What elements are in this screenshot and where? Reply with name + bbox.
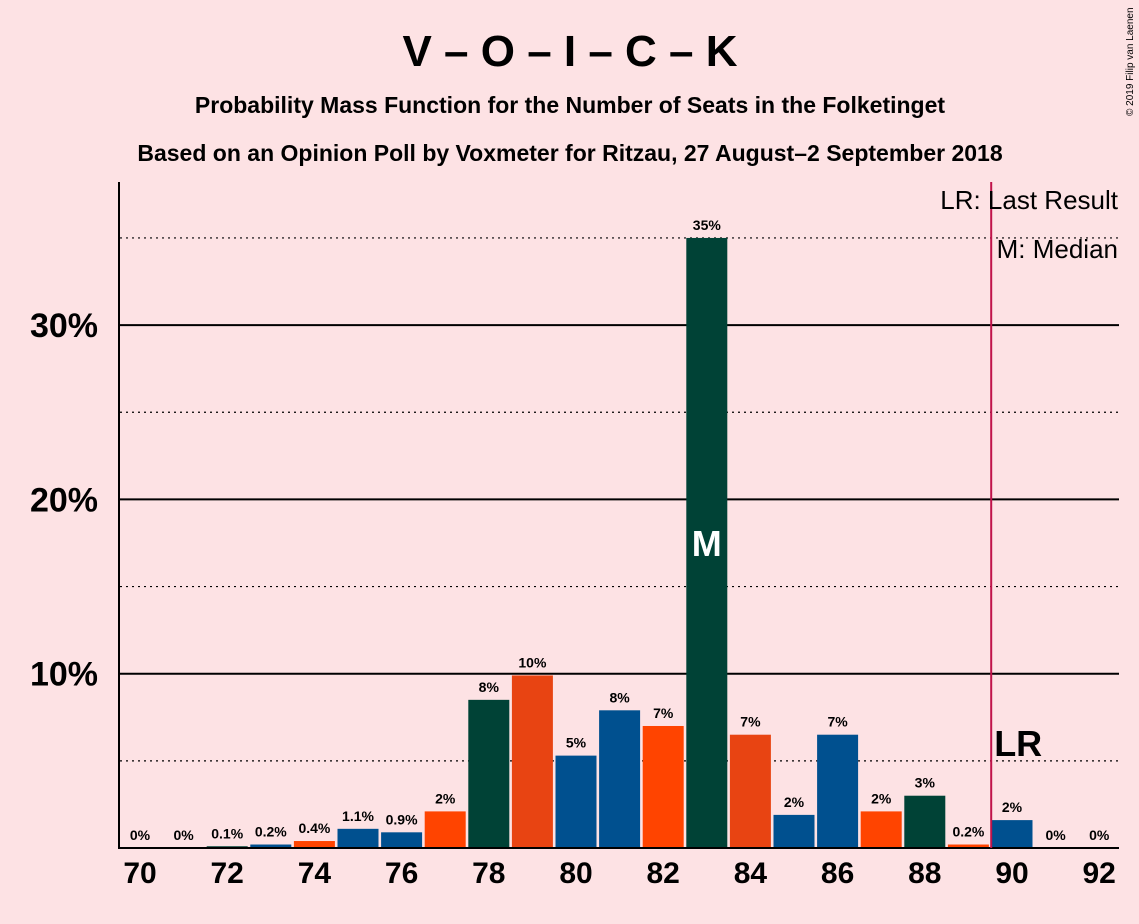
bar (947, 844, 989, 848)
y-tick-label: 30% (30, 307, 98, 345)
y-axis-ticks: 10% 20% 30% (30, 307, 98, 694)
bar-value-label: 35% (693, 217, 722, 233)
legend-last-result: LR: Last Result (940, 185, 1119, 215)
x-tick-label: 80 (559, 857, 592, 890)
x-tick-label: 70 (123, 857, 156, 890)
x-tick-label: 90 (995, 857, 1028, 890)
chart-title: V – O – I – C – K (402, 27, 737, 76)
bar-value-label: 7% (827, 714, 848, 730)
bar-value-label: 0.2% (952, 824, 984, 840)
chart-subtitle: Probability Mass Function for the Number… (195, 92, 945, 118)
bar (555, 755, 597, 848)
bar-value-label: 0% (1045, 827, 1066, 843)
bar-value-label: 1.1% (342, 808, 374, 824)
bar (991, 820, 1033, 848)
x-tick-label: 86 (821, 857, 854, 890)
bar (904, 795, 946, 848)
x-tick-label: 88 (908, 857, 941, 890)
bar-value-label: 0.4% (298, 820, 330, 836)
bar-value-label: 8% (609, 689, 630, 705)
bar (599, 710, 641, 848)
bar (468, 699, 510, 848)
bar-value-label: 7% (740, 714, 761, 730)
x-tick-label: 84 (734, 857, 768, 890)
bar (293, 841, 335, 848)
x-tick-label: 76 (385, 857, 418, 890)
legend-median: M: Median (997, 234, 1118, 264)
copyright-note: © 2019 Filip van Laenen (1125, 7, 1136, 116)
bar (860, 811, 902, 848)
x-tick-label: 72 (211, 857, 244, 890)
bar-labels: 0% 0% 0.1% 0.2% 0.4% 1.1% 0.9% 2% 8% 10% 5% 8% 7% 35%… (130, 217, 1110, 843)
x-tick-label: 78 (472, 857, 505, 890)
x-axis-ticks: 70 72 74 76 78 80 82 84 86 88 90 92 (123, 857, 1116, 890)
bar-value-label: 7% (653, 705, 674, 721)
bar (511, 675, 553, 848)
last-result-marker: LR (994, 723, 1042, 764)
chart-subtitle-2: Based on an Opinion Poll by Voxmeter for… (137, 140, 1002, 166)
bar-value-label: 2% (1002, 799, 1023, 815)
bar (817, 734, 859, 848)
bar (773, 814, 815, 848)
y-tick-label: 10% (30, 656, 98, 694)
bar (381, 832, 423, 848)
bar-value-label: 2% (435, 790, 456, 806)
x-tick-label: 92 (1083, 857, 1116, 890)
bar (686, 237, 728, 848)
bar (250, 844, 292, 848)
bar-value-label: 0.9% (386, 811, 418, 827)
bar-value-label: 0.1% (211, 825, 243, 841)
y-tick-label: 20% (30, 481, 98, 519)
bar (729, 734, 771, 848)
bar-value-label: 0% (130, 827, 151, 843)
bar-value-label: 5% (566, 735, 587, 751)
bar-value-label: 2% (784, 794, 805, 810)
bar-value-label: 2% (871, 790, 892, 806)
bar-value-label: 10% (518, 654, 547, 670)
bar-value-label: 0% (1089, 827, 1110, 843)
bar (424, 811, 466, 848)
gridlines (120, 237, 1119, 762)
bar-value-label: 3% (915, 775, 936, 791)
bar (642, 725, 684, 848)
bar-value-label: 0.2% (255, 824, 287, 840)
bar (337, 828, 379, 848)
bar-value-label: 0% (173, 827, 194, 843)
bars (206, 237, 1033, 848)
x-tick-label: 74 (298, 857, 332, 890)
bar-value-label: 8% (479, 679, 500, 695)
median-marker: M (692, 523, 722, 564)
x-tick-label: 82 (647, 857, 680, 890)
